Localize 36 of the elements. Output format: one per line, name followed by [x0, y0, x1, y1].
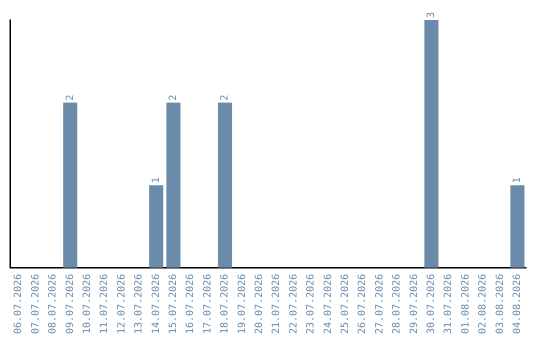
x-tick-label: 20.07.2026 — [254, 274, 265, 334]
x-tick-label: 24.07.2026 — [322, 274, 334, 334]
x-tick-label: 29.07.2026 — [408, 274, 420, 334]
x-tick-label: 27.07.2026 — [374, 274, 386, 334]
x-tick-label: 10.07.2026 — [82, 274, 93, 334]
data-label: 1 — [150, 177, 162, 184]
x-tick-label: 11.07.2026 — [99, 274, 110, 334]
x-tick-label: 21.07.2026 — [271, 274, 282, 334]
x-tick-label: 30.07.2026 — [426, 274, 437, 334]
data-label: 2 — [64, 94, 76, 101]
x-tick-label: 03.08.2026 — [494, 274, 506, 334]
data-label: 2 — [220, 94, 231, 101]
x-tick-label: 09.07.2026 — [64, 274, 76, 334]
x-tick-label: 18.07.2026 — [220, 274, 231, 334]
x-tick-label: 15.07.2026 — [168, 274, 179, 334]
data-label: 2 — [168, 94, 179, 101]
x-tick-label: 19.07.2026 — [236, 274, 248, 334]
x-tick-label: 26.07.2026 — [357, 274, 368, 334]
x-tick-label: 01.08.2026 — [460, 274, 472, 334]
x-tick-label: 25.07.2026 — [340, 274, 351, 334]
x-tick-label: 23.07.2026 — [306, 274, 317, 334]
data-label: 3 — [426, 12, 437, 18]
x-tick-label: 28.07.2026 — [392, 274, 403, 334]
x-tick-label: 02.08.2026 — [478, 274, 489, 334]
x-tick-label: 13.07.2026 — [134, 274, 145, 334]
x-tick-label: 14.07.2026 — [150, 274, 162, 334]
x-tick-label: 08.07.2026 — [48, 274, 59, 334]
x-tick-label: 31.07.2026 — [443, 274, 454, 334]
x-tick-label: 07.07.2026 — [30, 274, 42, 334]
x-tick-label: 16.07.2026 — [185, 274, 196, 334]
x-tick-label: 12.07.2026 — [116, 274, 128, 334]
x-tick-label: 04.08.2026 — [512, 274, 523, 334]
data-label: 1 — [512, 177, 523, 184]
x-tick-label: 17.07.2026 — [202, 274, 214, 334]
x-tick-label: 22.07.2026 — [288, 274, 300, 334]
x-tick-label: 06.07.2026 — [13, 274, 24, 334]
